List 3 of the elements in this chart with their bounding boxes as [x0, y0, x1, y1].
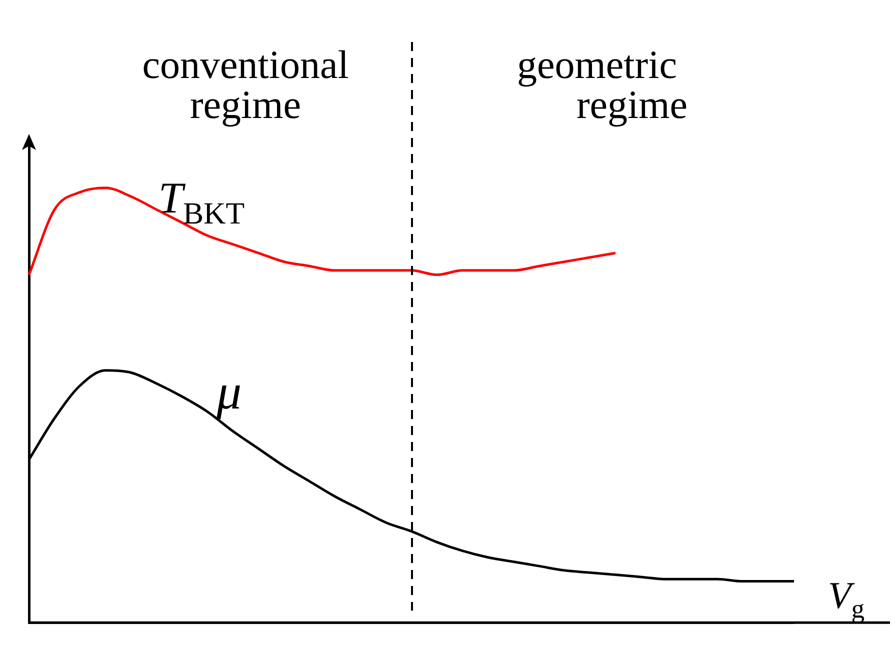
- text: geometric regime: [517, 42, 688, 127]
- series-label: μ: [216, 363, 242, 420]
- text: conventional regime: [142, 42, 349, 127]
